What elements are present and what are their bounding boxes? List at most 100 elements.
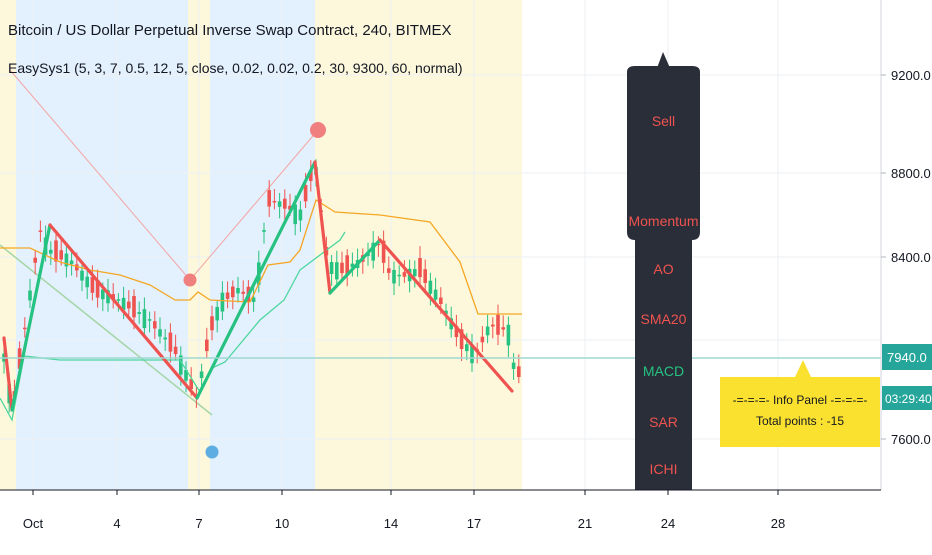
candle-body-66 — [345, 255, 349, 275]
countdown-label: 03:29:40 — [885, 392, 932, 406]
candle-body-38 — [199, 371, 204, 379]
candle-body-30 — [158, 329, 162, 337]
candle-body-97 — [506, 324, 511, 346]
candle-body-31 — [163, 337, 167, 340]
info-panel-bg — [720, 360, 880, 447]
signal-label-1: Momentum — [628, 213, 698, 229]
info-panel: -=-=-=- Info Panel -=-=-=- Total points :… — [720, 360, 880, 447]
candle-body-12 — [64, 253, 69, 267]
symbol-title[interactable]: Bitcoin / US Dollar Perpetual Inverse Sw… — [8, 22, 452, 39]
candle-body-52 — [272, 200, 277, 203]
price-tick-label-4: 7600.0 — [891, 432, 931, 447]
candle-body-35 — [184, 369, 188, 381]
candle-body-13 — [69, 260, 74, 265]
time-tick-label-6: 21 — [578, 516, 592, 531]
candle-body-93 — [485, 326, 490, 336]
signal-label-4: MACD — [643, 363, 684, 379]
session-band-4 — [315, 0, 522, 490]
candle-body-94 — [491, 324, 495, 327]
candle-body-6 — [33, 257, 37, 263]
signal-label-0: Sell — [652, 113, 675, 129]
sar-dot-1 — [310, 122, 326, 138]
panel-arrow-up-icon — [657, 52, 670, 68]
candle-body-40 — [210, 316, 214, 331]
candle-body-76 — [397, 274, 401, 277]
candle-body-34 — [179, 355, 183, 375]
candle-body-43 — [225, 292, 230, 299]
info-panel-total: Total points : -15 — [756, 414, 844, 428]
signal-label-5: SAR — [649, 414, 678, 430]
sar-dot-0 — [183, 273, 197, 287]
candle-body-54 — [283, 198, 287, 209]
candle-body-20 — [106, 290, 110, 304]
signal-label-6: ICHI — [650, 461, 678, 477]
candle-body-90 — [470, 345, 474, 364]
zigzag-segment-4 — [313, 160, 332, 295]
candle-body-92 — [480, 336, 485, 343]
time-tick-label-8: 28 — [771, 516, 785, 531]
signal-panel-bg — [627, 66, 700, 490]
candle-body-33 — [173, 346, 178, 355]
candle-body-64 — [335, 262, 339, 280]
candle-body-4 — [23, 327, 27, 330]
candle-body-51 — [267, 190, 271, 207]
candle-body-75 — [392, 269, 396, 284]
signal-panel: Sell Momentum AO SMA20 MACD SAR ICHI — [627, 52, 700, 490]
candle-body-89 — [465, 344, 469, 352]
candle-body-18 — [95, 280, 100, 298]
candle-body-17 — [90, 277, 95, 293]
candle-body-10 — [54, 240, 58, 262]
candle-body-79 — [413, 269, 417, 277]
time-tick-label-2: 7 — [195, 516, 202, 531]
candle-body-67 — [350, 263, 355, 268]
sar-dot-2 — [205, 445, 219, 459]
candle-body-87 — [454, 325, 459, 338]
candle-body-81 — [423, 269, 427, 283]
candle-body-36 — [189, 379, 193, 390]
candle-body-59 — [309, 170, 313, 181]
candle-body-11 — [59, 250, 63, 260]
candle-body-56 — [293, 204, 297, 225]
candle-body-39 — [205, 339, 209, 352]
candle-body-57 — [298, 209, 303, 221]
countdown-tag — [882, 386, 932, 410]
candle-body-83 — [433, 289, 438, 300]
candle-body-46 — [241, 291, 245, 294]
price-tick-label-0: 9200.0 — [891, 68, 931, 83]
candle-body-24 — [127, 301, 131, 309]
candle-body-25 — [132, 296, 136, 318]
time-tick-label-7: 24 — [661, 516, 675, 531]
candle-body-21 — [111, 294, 115, 300]
candle-body-44 — [231, 286, 235, 298]
candle-body-98 — [511, 362, 516, 370]
candle-body-96 — [501, 327, 505, 330]
last-price-tag — [882, 344, 932, 370]
candle-body-63 — [329, 262, 334, 274]
candle-body-73 — [381, 240, 386, 263]
candle-body-23 — [121, 297, 126, 310]
candle-body-65 — [340, 262, 344, 274]
signal-label-2: AO — [653, 261, 673, 277]
zigzag-segment-0 — [2, 336, 14, 412]
candle-body-84 — [439, 297, 443, 305]
candle-body-19 — [101, 289, 105, 300]
candle-body-41 — [215, 306, 219, 321]
zigzag-segment-6 — [378, 238, 514, 393]
candle-body-32 — [168, 332, 173, 352]
price-tick-label-2: 8400.0 — [891, 250, 931, 265]
study-legend[interactable]: EasySys1 (5, 3, 7, 0.5, 12, 5, close, 0.… — [8, 60, 463, 76]
time-tick-label-3: 10 — [275, 516, 289, 531]
candle-body-80 — [418, 258, 422, 278]
candle-body-50 — [262, 230, 266, 232]
candle-body-85 — [444, 310, 448, 315]
candle-body-99 — [517, 366, 521, 377]
info-panel-title: -=-=-=- Info Panel -=-=-=- — [733, 393, 868, 407]
candle-body-82 — [428, 280, 433, 294]
zigzag-segment-2 — [48, 223, 199, 400]
trailing-stop-line — [0, 199, 522, 315]
candle-body-48 — [251, 297, 256, 302]
candle-body-77 — [402, 272, 407, 277]
candle-body-88 — [459, 329, 464, 349]
